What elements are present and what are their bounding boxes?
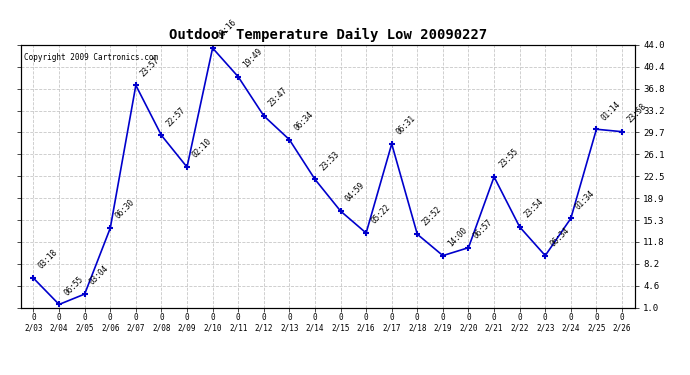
Text: 05:22: 05:22 [369,203,392,226]
Text: 23:54: 23:54 [523,197,545,220]
Text: 06:34: 06:34 [549,226,571,248]
Text: 06:30: 06:30 [113,198,136,221]
Text: 01:14: 01:14 [600,99,622,122]
Text: 06:34: 06:34 [293,110,315,132]
Text: 06:55: 06:55 [62,274,85,297]
Text: 01:34: 01:34 [574,188,597,211]
Text: 23:52: 23:52 [420,204,443,227]
Text: Copyright 2009 Cartronics.com: Copyright 2009 Cartronics.com [23,53,158,62]
Text: 23:57: 23:57 [139,55,161,78]
Text: 23:58: 23:58 [625,102,648,124]
Text: 02:10: 02:10 [190,137,213,160]
Text: 23:47: 23:47 [267,86,290,108]
Text: 19:49: 19:49 [241,47,264,69]
Text: 00:16: 00:16 [216,18,238,41]
Text: 03:04: 03:04 [88,264,110,287]
Text: 06:31: 06:31 [395,114,417,136]
Text: 22:57: 22:57 [164,105,187,128]
Text: 23:55: 23:55 [497,147,520,170]
Text: 14:00: 14:00 [446,226,469,248]
Text: 06:57: 06:57 [471,217,494,240]
Text: 03:18: 03:18 [37,248,59,271]
Text: 23:53: 23:53 [318,149,341,172]
Title: Outdoor Temperature Daily Low 20090227: Outdoor Temperature Daily Low 20090227 [168,28,487,42]
Text: 04:59: 04:59 [344,181,366,204]
